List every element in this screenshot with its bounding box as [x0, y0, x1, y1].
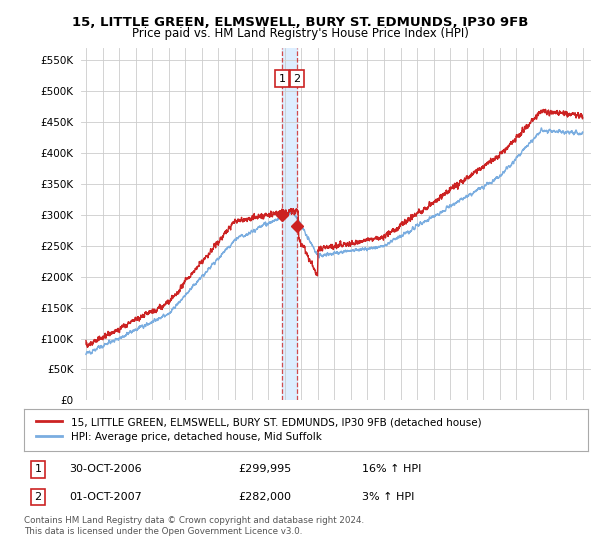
Text: 3% ↑ HPI: 3% ↑ HPI — [362, 492, 415, 502]
Text: £299,995: £299,995 — [238, 464, 292, 474]
Text: 2: 2 — [293, 73, 301, 83]
Text: 16% ↑ HPI: 16% ↑ HPI — [362, 464, 422, 474]
Text: 1: 1 — [278, 73, 286, 83]
Text: 2: 2 — [35, 492, 41, 502]
Bar — [282, 48, 297, 400]
Text: Contains HM Land Registry data © Crown copyright and database right 2024.
This d: Contains HM Land Registry data © Crown c… — [24, 516, 364, 536]
Text: 15, LITTLE GREEN, ELMSWELL, BURY ST. EDMUNDS, IP30 9FB: 15, LITTLE GREEN, ELMSWELL, BURY ST. EDM… — [72, 16, 528, 29]
Text: Price paid vs. HM Land Registry's House Price Index (HPI): Price paid vs. HM Land Registry's House … — [131, 27, 469, 40]
Legend: 15, LITTLE GREEN, ELMSWELL, BURY ST. EDMUNDS, IP30 9FB (detached house), HPI: Av: 15, LITTLE GREEN, ELMSWELL, BURY ST. EDM… — [32, 413, 485, 446]
Text: 01-OCT-2007: 01-OCT-2007 — [69, 492, 142, 502]
Text: £282,000: £282,000 — [238, 492, 292, 502]
Text: 1: 1 — [35, 464, 41, 474]
Text: 30-OCT-2006: 30-OCT-2006 — [69, 464, 142, 474]
